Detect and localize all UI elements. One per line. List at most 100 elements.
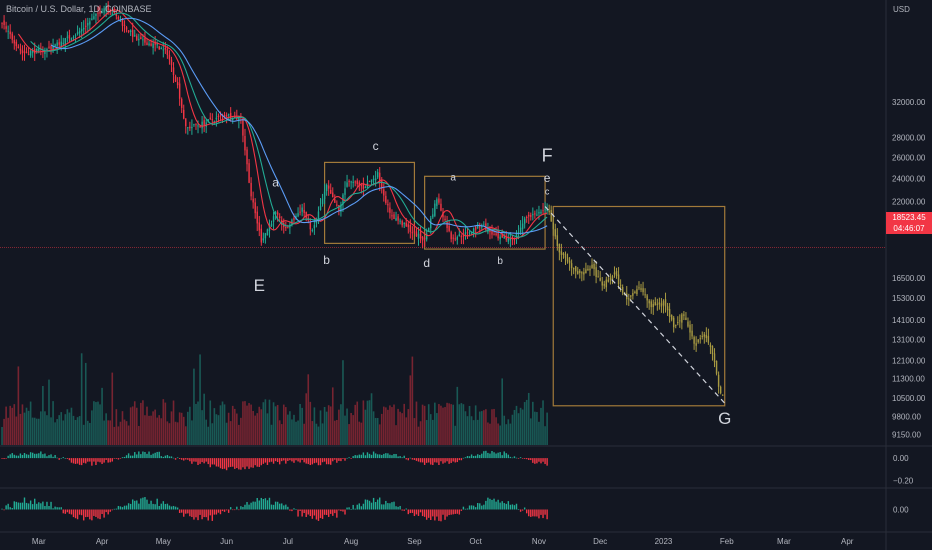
oscillator-bar [134,452,136,459]
oscillator-bar [56,457,58,459]
volume-bar [117,426,120,445]
volume-bar [519,407,522,445]
volume-bar [425,420,428,445]
volume-bar [444,407,446,445]
candle [185,118,187,127]
oscillator-bar [399,456,401,459]
oscillator-bar [334,509,336,514]
volume-bar [480,411,483,445]
candle [481,225,483,228]
oscillator-bar [364,499,367,510]
oscillator-bar [483,451,485,459]
candle [407,224,410,228]
oscillator-bar [407,509,409,515]
volume-bar [434,402,436,445]
candle [360,185,363,187]
oscillator-bar [15,455,18,459]
projected-candle [605,279,608,288]
projected-candle [552,222,554,230]
oscillator-bar [87,509,89,517]
volume-bar [72,415,75,445]
oscillator-bar [526,509,528,514]
candle [387,204,389,206]
oscillator-bar [268,458,271,463]
candle [225,115,228,117]
oscillator-bar [250,458,252,468]
oscillator-bar [227,458,230,468]
candle [166,48,169,56]
volume-bar [282,404,285,445]
volume-bar [372,411,375,445]
oscillator-bar [189,458,191,462]
oscillator-bar [285,504,287,510]
oscillator-bar [154,452,156,459]
candle [252,198,254,203]
oscillator-bar [201,458,203,463]
oscillator-bar [72,509,75,518]
oscillator-bar [76,458,79,464]
volume-bar [17,366,20,445]
volume-bar [121,411,124,445]
price-tick-label: 24000.00 [892,175,926,184]
volume-bar [142,400,144,445]
oscillator-bar [219,458,222,469]
volume-bar [507,419,510,445]
oscillator-bar [162,456,165,459]
volume-bar [266,413,269,445]
volume-bar [123,419,126,445]
oscillator-bar [27,454,30,459]
time-tick-label: Mar [32,537,46,546]
oscillator-bar [213,509,216,515]
oscillator-bar [268,497,271,510]
volume-bar [472,420,475,445]
oscillator-bar [160,456,162,459]
oscillator-bar [321,458,324,463]
oscillator-bar [425,509,428,520]
oscillator-bar [221,458,224,470]
projected-candle [666,306,669,311]
oscillator-bar [405,508,407,510]
oscillator-bar [515,503,518,510]
projected-candle [554,229,556,237]
oscillator-bar [142,497,144,510]
volume-bar [23,412,26,445]
candle [234,116,236,118]
candle [446,221,448,229]
oscillator-bar [19,453,22,459]
oscillator-bar [313,458,316,464]
oscillator-bar [370,502,373,510]
volume-bar [503,415,506,445]
oscillator-bar [25,454,28,459]
oscillator-bar [199,458,201,464]
candle [425,233,428,240]
oscillator-bar [344,458,346,461]
candle [89,21,91,25]
oscillator-bar [534,458,536,464]
volume-bar [138,425,140,445]
oscillator-bar [517,509,520,510]
oscillator-bar [131,499,134,510]
oscillator-bar [417,509,420,516]
volume-bar [233,408,236,445]
projected-candle [568,260,571,264]
oscillator-bar [421,509,424,517]
projection-trendline [544,206,726,404]
oscillator-bar [346,457,348,459]
oscillator-bar [366,452,369,459]
candle [3,20,5,25]
oscillator-bar [205,458,207,462]
volume-bar [84,362,87,445]
oscillator-bar [125,505,128,510]
oscillator-bar [346,507,348,510]
oscillator-bar [477,454,479,459]
oscillator-bar [21,454,24,459]
candle [97,12,99,14]
candle [152,43,154,48]
oscillator-bar [505,453,507,459]
volume-bar [260,409,263,445]
volume-bar [144,415,146,445]
candle [134,35,136,37]
candle [5,26,7,29]
volume-bar [162,399,165,445]
